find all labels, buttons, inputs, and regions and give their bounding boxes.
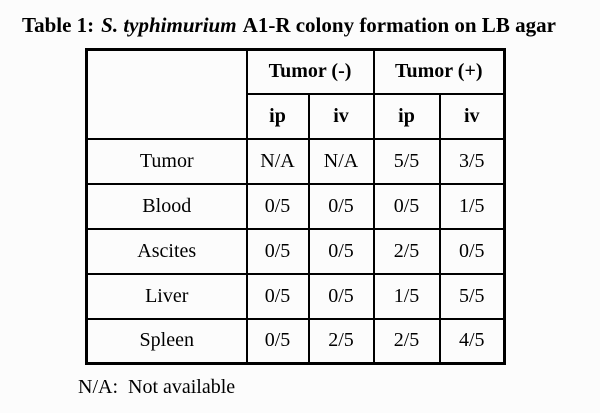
row-label-tumor: Tumor bbox=[85, 137, 248, 185]
footnote-na-definition: N/A: Not available bbox=[78, 376, 236, 398]
table-row-tumor: Tumor N/A N/A 5/5 3/5 bbox=[85, 137, 506, 185]
cell-liver-neg-iv: 0/5 bbox=[307, 272, 375, 320]
row-label-blood: Blood bbox=[85, 182, 248, 230]
table-row-ascites: Ascites 0/5 0/5 2/5 0/5 bbox=[85, 227, 506, 275]
cell-spleen-neg-iv: 2/5 bbox=[307, 317, 375, 365]
table-title: Table 1: S. typhimurium A1-R colony forma… bbox=[22, 13, 556, 38]
cell-ascites-neg-ip: 0/5 bbox=[245, 227, 310, 275]
cell-spleen-pos-ip: 2/5 bbox=[372, 317, 441, 365]
cell-tumor-neg-ip: N/A bbox=[245, 137, 310, 185]
row-label-liver: Liver bbox=[85, 272, 248, 320]
cell-blood-neg-ip: 0/5 bbox=[245, 182, 310, 230]
cell-liver-pos-ip: 1/5 bbox=[372, 272, 441, 320]
cell-blood-neg-iv: 0/5 bbox=[307, 182, 375, 230]
subheader-tumor-neg-iv: iv bbox=[307, 92, 375, 140]
cell-liver-pos-iv: 5/5 bbox=[438, 272, 506, 320]
table-row-spleen: Spleen 0/5 2/5 2/5 4/5 bbox=[85, 317, 506, 365]
corner-cell bbox=[85, 48, 248, 140]
subheader-tumor-pos-ip: ip bbox=[372, 92, 441, 140]
col-group-tumor-negative: Tumor (-) bbox=[245, 48, 375, 95]
table-row-liver: Liver 0/5 0/5 1/5 5/5 bbox=[85, 272, 506, 320]
header-group-row: Tumor (-) Tumor (+) bbox=[85, 48, 506, 140]
cell-ascites-pos-iv: 0/5 bbox=[438, 227, 506, 275]
cell-spleen-neg-ip: 0/5 bbox=[245, 317, 310, 365]
cell-tumor-pos-ip: 5/5 bbox=[372, 137, 441, 185]
cell-blood-pos-ip: 0/5 bbox=[372, 182, 441, 230]
cell-ascites-neg-iv: 0/5 bbox=[307, 227, 375, 275]
header-sub-row: ip iv ip iv bbox=[87, 92, 506, 140]
cell-tumor-neg-iv: N/A bbox=[307, 137, 375, 185]
colony-formation-table: Tumor (-) Tumor (+) ip iv ip iv Tumor N/… bbox=[85, 48, 507, 365]
col-group-tumor-positive: Tumor (+) bbox=[372, 48, 506, 95]
table-title-number: Table 1: bbox=[22, 13, 95, 37]
table-row-blood: Blood 0/5 0/5 0/5 1/5 bbox=[85, 182, 506, 230]
cell-ascites-pos-ip: 2/5 bbox=[372, 227, 441, 275]
cell-tumor-pos-iv: 3/5 bbox=[438, 137, 506, 185]
row-label-spleen: Spleen bbox=[85, 317, 248, 365]
cell-blood-pos-iv: 1/5 bbox=[438, 182, 506, 230]
table-title-description: A1-R colony formation on LB agar bbox=[242, 13, 556, 37]
subheader-tumor-neg-ip: ip bbox=[245, 92, 310, 140]
row-label-ascites: Ascites bbox=[85, 227, 248, 275]
table-title-species: S. typhimurium bbox=[101, 13, 237, 37]
subheader-tumor-pos-iv: iv bbox=[438, 92, 506, 140]
cell-spleen-pos-iv: 4/5 bbox=[438, 317, 506, 365]
cell-liver-neg-ip: 0/5 bbox=[245, 272, 310, 320]
